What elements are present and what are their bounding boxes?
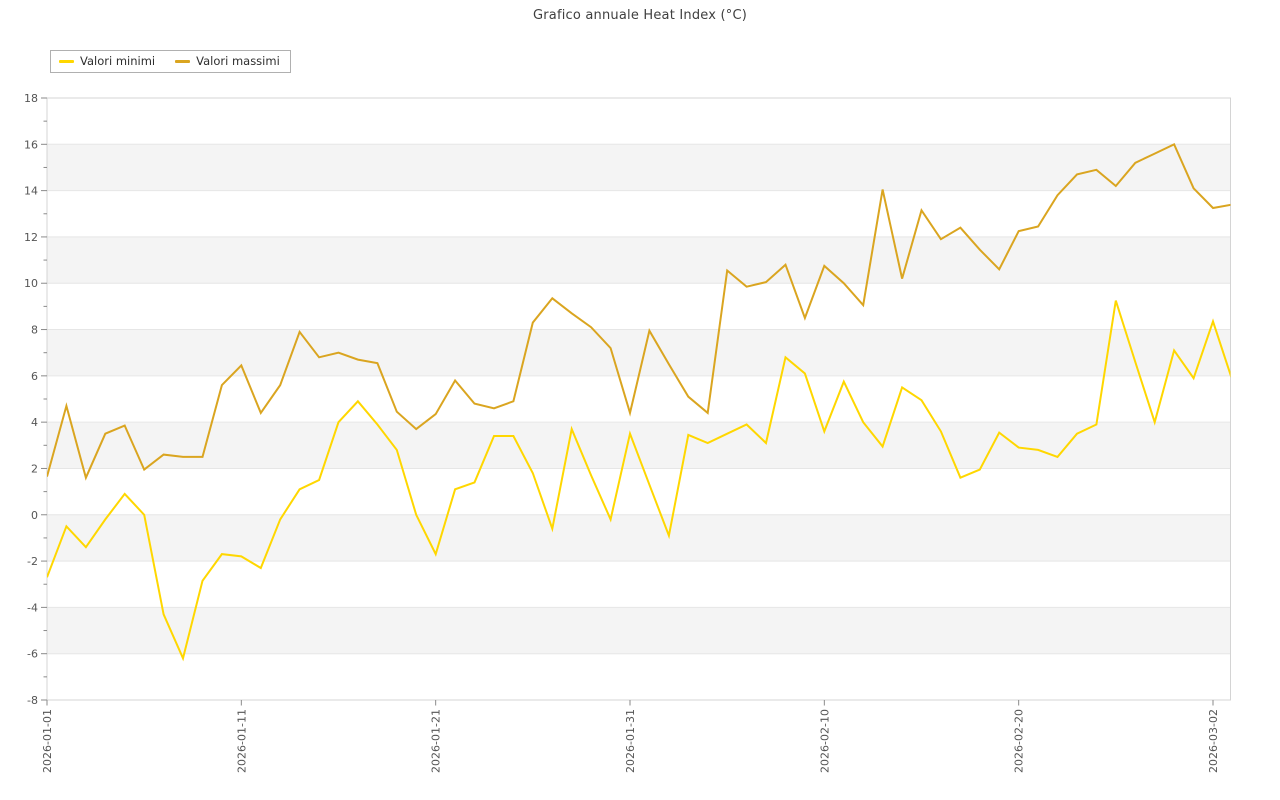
legend-label-minimi: Valori minimi <box>80 54 156 68</box>
grid-band <box>47 144 1231 191</box>
y-tick-label: 10 <box>24 277 38 290</box>
x-tick-label: 2026-01-21 <box>430 709 443 773</box>
y-tick-label: 14 <box>24 185 38 198</box>
x-tick-label: 2026-01-11 <box>235 709 248 773</box>
grid-band <box>47 236 1231 284</box>
grid-band <box>47 514 1231 562</box>
y-tick-label: 0 <box>31 509 38 522</box>
y-axis: -8 -6 -4 -2 0 2 4 6 8 10 12 14 16 18 <box>24 92 47 707</box>
y-tick-label: 4 <box>31 416 38 429</box>
y-tick-label: -2 <box>27 555 38 568</box>
legend: Valori minimi Valori massimi <box>50 50 291 73</box>
y-tick-label: 18 <box>24 92 38 105</box>
y-tick-label: 6 <box>31 370 38 383</box>
x-tick-label: 2026-02-20 <box>1013 709 1026 773</box>
y-tick-label: -4 <box>27 601 38 614</box>
series-line-valori-massimi <box>47 142 1231 481</box>
grid-bands <box>47 144 1231 654</box>
y-tick-label: 2 <box>31 462 38 475</box>
y-tick-label: 12 <box>24 231 38 244</box>
x-tick-label: 2026-01-31 <box>624 709 637 773</box>
grid-band <box>47 422 1231 469</box>
legend-swatch-minimi-icon <box>59 59 74 63</box>
x-tick-label: 2026-03-02 <box>1207 709 1220 773</box>
grid-band <box>47 607 1231 654</box>
y-tick-label: -6 <box>27 648 38 661</box>
legend-item-valori-minimi: Valori minimi <box>59 54 155 68</box>
grid-band <box>47 329 1231 376</box>
y-tick-label: 8 <box>31 324 38 337</box>
x-tick-label: 2026-02-10 <box>818 709 831 773</box>
y-tick-label: -8 <box>27 694 38 707</box>
series-lines <box>47 142 1231 662</box>
series-line-valori-minimi <box>47 300 1231 662</box>
y-tick-label: 16 <box>24 138 38 151</box>
chart-title: Grafico annuale Heat Index (°C) <box>532 8 747 23</box>
legend-swatch-massimi-icon <box>175 59 191 63</box>
legend-label-massimi: Valori massimi <box>196 54 280 68</box>
x-axis: 2026-01-01 2026-01-11 2026-01-21 2026-01-31… <box>41 700 1220 773</box>
legend-item-valori-massimi: Valori massimi <box>175 54 280 68</box>
x-tick-label: 2026-01-01 <box>41 709 54 773</box>
